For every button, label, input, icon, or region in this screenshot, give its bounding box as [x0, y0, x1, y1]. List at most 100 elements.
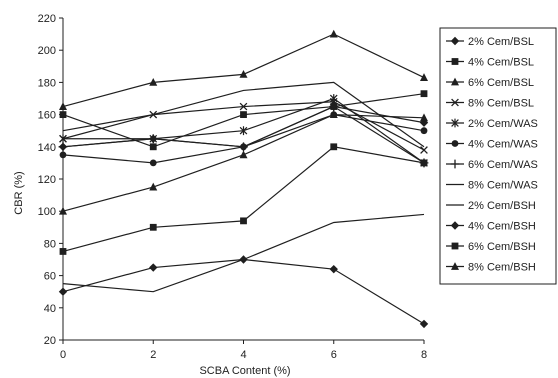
data-point [420, 73, 428, 81]
series-10 [58, 255, 429, 329]
data-point [240, 111, 247, 118]
legend-swatch-marker [451, 242, 459, 250]
legend-item: 2% Cem/WAS [446, 118, 538, 130]
legend-swatch-marker [451, 77, 459, 86]
legend-label: 4% Cem/WAS [468, 139, 538, 151]
legend-label: 8% Cem/WAS [468, 180, 538, 192]
data-point [59, 248, 67, 255]
legend-label: 2% Cem/BSH [468, 200, 536, 212]
data-point [149, 143, 157, 151]
data-point [59, 102, 67, 110]
legend-label: 6% Cem/BSL [468, 77, 534, 89]
y-tick-label: 160 [38, 110, 56, 122]
legend-swatch-marker [450, 221, 460, 230]
data-point [419, 118, 429, 127]
data-point [420, 90, 428, 98]
legend-item: 4% Cem/BSH [446, 221, 536, 233]
legend-item: 6% Cem/WAS [446, 159, 538, 171]
series-8 [62, 81, 425, 148]
legend-item: 8% Cem/WAS [446, 180, 538, 192]
data-point [420, 127, 428, 135]
data-point [149, 78, 158, 86]
legend-label: 6% Cem/BSH [468, 241, 536, 253]
y-tick-label: 140 [38, 142, 56, 154]
y-tick-label: 40 [44, 303, 56, 315]
data-point [329, 110, 338, 118]
series-line [62, 258, 425, 325]
data-point [59, 111, 67, 118]
data-point [59, 134, 67, 144]
legend-swatch-marker [450, 36, 460, 46]
axes: 20 40 60 80 100 120 140 160 180 200 220 0 2 4 6 8 [38, 13, 427, 361]
data-point [329, 29, 338, 38]
legend-label: 8% Cem/BSL [468, 98, 534, 110]
data-point [419, 319, 429, 329]
series-12 [59, 110, 428, 215]
legend-swatch-marker [451, 58, 459, 65]
data-point [329, 102, 339, 111]
y-tick-label: 60 [44, 271, 56, 283]
legend-item: 4% Cem/WAS [446, 139, 538, 151]
legend-label: 2% Cem/BSL [468, 36, 534, 48]
legend-label: 2% Cem/WAS [468, 118, 538, 130]
data-point [420, 159, 428, 167]
legend-item: 6% Cem/BSL [446, 77, 534, 89]
y-tick-label: 20 [44, 335, 56, 347]
data-point [420, 113, 428, 122]
legend-label: 4% Cem/BSL [468, 57, 534, 69]
y-tick-label: 100 [38, 206, 56, 218]
series-3 [59, 29, 428, 110]
data-point [149, 263, 158, 272]
legend-swatch-marker [450, 159, 460, 169]
data-point [59, 206, 67, 215]
legend-item: 4% Cem/BSL [446, 57, 534, 69]
legend-swatch-marker [451, 98, 459, 107]
legend-swatch-marker [451, 262, 459, 270]
data-point [239, 255, 248, 264]
legend-label: 6% Cem/WAS [468, 159, 538, 171]
data-point [58, 142, 68, 152]
legend-box [439, 27, 557, 285]
x-tick-label: 6 [331, 349, 337, 361]
legend-item: 6% Cem/BSH [446, 241, 536, 253]
y-tick-label: 180 [38, 77, 56, 89]
x-tick-label: 8 [421, 349, 427, 361]
legend-item: 2% Cem/BSL [446, 36, 534, 48]
data-point [239, 69, 248, 78]
data-point [330, 143, 338, 151]
y-tick-label: 80 [44, 238, 56, 250]
x-tick-label: 0 [60, 349, 66, 361]
y-tick-label: 220 [38, 13, 56, 25]
data-point [59, 151, 67, 159]
x-tick-label: 4 [240, 349, 246, 361]
legend-label: 8% Cem/BSH [468, 262, 536, 274]
series-11 [59, 143, 428, 255]
y-axis-title: CBR (%) [13, 171, 25, 214]
data-point [239, 142, 248, 152]
x-axis-title: SCBA Content (%) [199, 365, 290, 377]
data-point [239, 102, 248, 111]
legend-swatch-marker [451, 140, 459, 147]
data-point [149, 159, 157, 167]
data-point [149, 223, 157, 231]
legend-item: 2% Cem/BSH [446, 200, 536, 212]
series-line [62, 146, 425, 253]
series-line [62, 213, 425, 293]
series-9 [62, 213, 425, 293]
legend-label: 4% Cem/BSH [468, 221, 536, 233]
y-tick-label: 120 [38, 174, 56, 186]
data-point [329, 264, 338, 274]
legend-swatch-marker [451, 118, 459, 128]
legend: 2% Cem/BSL 4% Cem/BSL 6% Cem/BSL 8% Cem/BSL… [439, 27, 557, 285]
data-point [58, 287, 68, 296]
data-point [239, 150, 248, 159]
series-layer [58, 29, 429, 329]
data-point [149, 182, 158, 191]
data-point [329, 94, 338, 103]
data-point [148, 134, 158, 144]
data-point [420, 146, 428, 154]
series-line [62, 81, 425, 148]
series-2 [59, 90, 428, 151]
data-point [239, 126, 248, 136]
